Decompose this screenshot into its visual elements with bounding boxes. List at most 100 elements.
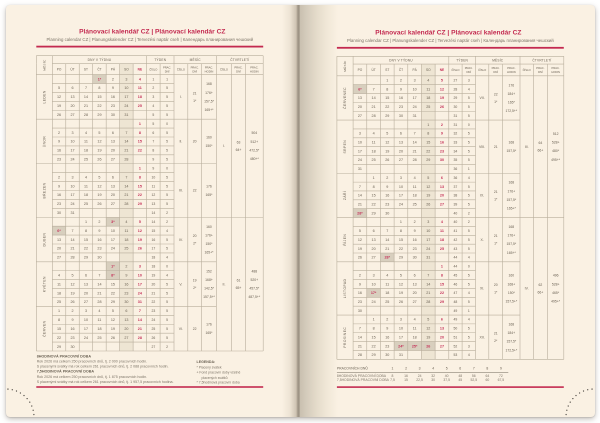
svg-text:50: 50 (454, 327, 458, 331)
svg-text:18: 18 (57, 291, 61, 295)
svg-text:DNÍ: DNÍ (236, 69, 241, 73)
svg-text:DNÍ: DNÍ (493, 70, 498, 74)
svg-text:18: 18 (97, 327, 101, 331)
svg-text:28: 28 (413, 158, 417, 162)
svg-text:1: 1 (166, 77, 168, 81)
svg-text:1*: 1* (494, 242, 498, 246)
svg-text:4: 4 (373, 132, 375, 136)
svg-text:4: 4 (152, 104, 154, 108)
svg-text:17: 17 (70, 149, 74, 153)
svg-text:22: 22 (138, 149, 142, 153)
svg-text:ČTVRTLETÍ: ČTVRTLETÍ (532, 57, 551, 62)
svg-text:23: 23 (111, 104, 115, 108)
svg-text:157,5*: 157,5* (506, 198, 516, 202)
svg-text:5: 5 (166, 149, 168, 153)
svg-text:487,5+*: 487,5+* (248, 295, 260, 299)
svg-text:3: 3 (373, 273, 375, 277)
svg-text:4: 4 (414, 176, 416, 180)
svg-text:5: 5 (166, 238, 168, 242)
svg-text:1*: 1* (111, 265, 115, 269)
svg-text:1*: 1* (98, 77, 102, 81)
svg-text:6: 6 (85, 273, 87, 277)
svg-text:26: 26 (97, 158, 101, 162)
svg-text:5: 5 (468, 273, 470, 277)
svg-text:14: 14 (97, 282, 101, 286)
svg-text:5: 5 (166, 318, 168, 322)
svg-text:30: 30 (57, 211, 61, 215)
svg-text:16: 16 (399, 96, 403, 100)
svg-text:28: 28 (454, 87, 458, 91)
svg-text:ŘÍJEN: ŘÍJEN (342, 234, 347, 246)
svg-text:157,5*: 157,5* (204, 99, 214, 103)
svg-text:165*: 165* (206, 331, 214, 335)
svg-text:32: 32 (431, 374, 435, 378)
svg-text:ZÁŘÍ: ZÁŘÍ (342, 191, 347, 200)
svg-text:III.: III. (179, 189, 183, 193)
svg-text:X.: X. (480, 238, 483, 242)
svg-text:172,5+*: 172,5+* (505, 109, 517, 113)
svg-text:5: 5 (166, 336, 168, 340)
svg-text:5: 5 (139, 220, 141, 224)
svg-text:168: 168 (509, 141, 515, 145)
svg-text:27: 27 (57, 256, 61, 260)
svg-text:12: 12 (97, 140, 101, 144)
svg-text:5: 5 (468, 238, 470, 242)
svg-text:DNÍ: DNÍ (466, 70, 471, 74)
svg-text:1*: 1* (494, 100, 498, 104)
svg-text:12: 12 (151, 193, 155, 197)
svg-text:1: 1 (468, 309, 470, 313)
svg-text:23: 23 (57, 158, 61, 162)
svg-text:Planning calendar CZ | Planung: Planning calendar CZ | Planungskalender … (46, 37, 253, 42)
svg-text:15: 15 (372, 335, 376, 339)
svg-text:48: 48 (454, 300, 458, 304)
svg-text:26: 26 (151, 336, 155, 340)
svg-text:MĚSÍC: MĚSÍC (190, 57, 202, 62)
svg-text:21: 21 (494, 190, 498, 194)
svg-text:2: 2 (468, 211, 470, 215)
svg-text:62: 62 (539, 283, 543, 287)
svg-text:24: 24 (418, 374, 422, 378)
svg-text:176: 176 (206, 184, 212, 188)
svg-text:S placenými svátky má rok celk: S placenými svátky má rok celkem 261 pra… (37, 380, 174, 384)
svg-text:11: 11 (152, 184, 156, 188)
svg-text:5: 5 (166, 202, 168, 206)
svg-text:+ Fond pracovní doby včetně: + Fond pracovní doby včetně (197, 371, 241, 375)
svg-text:23: 23 (97, 247, 101, 251)
svg-text:PRAC.: PRAC. (536, 66, 544, 70)
svg-text:4: 4 (166, 273, 168, 277)
svg-text:24: 24 (426, 247, 430, 251)
svg-text:150*: 150* (206, 242, 214, 246)
svg-text:6*: 6* (57, 229, 61, 233)
svg-text:17: 17 (399, 335, 403, 339)
svg-text:ČT: ČT (97, 66, 101, 71)
svg-text:3: 3 (400, 176, 402, 180)
svg-text:49: 49 (454, 318, 458, 322)
svg-text:5: 5 (166, 291, 168, 295)
svg-text:22: 22 (193, 189, 197, 193)
svg-text:21: 21 (494, 145, 498, 149)
svg-text:MĚSÍC: MĚSÍC (492, 57, 504, 62)
svg-text:12: 12 (57, 95, 61, 99)
svg-text:26: 26 (440, 105, 444, 109)
svg-text:ÚT: ÚT (371, 67, 375, 72)
svg-text:528+: 528+ (552, 282, 560, 286)
svg-text:3: 3 (152, 95, 154, 99)
svg-text:4: 4 (125, 220, 127, 224)
svg-text:25: 25 (84, 202, 88, 206)
svg-text:31: 31 (454, 123, 458, 127)
svg-text:184+: 184+ (508, 331, 516, 335)
svg-text:10: 10 (399, 327, 403, 331)
svg-text:16: 16 (358, 291, 362, 295)
svg-text:21: 21 (70, 247, 74, 251)
svg-text:488: 488 (251, 269, 257, 273)
svg-text:64: 64 (539, 141, 543, 145)
svg-text:142,5*: 142,5* (204, 287, 214, 291)
svg-text:14: 14 (372, 96, 376, 100)
svg-text:25: 25 (385, 300, 389, 304)
svg-text:4: 4 (139, 77, 142, 81)
svg-text:1: 1 (386, 78, 388, 82)
svg-text:12: 12 (97, 184, 101, 188)
svg-text:3: 3 (419, 367, 421, 371)
svg-text:27: 27 (111, 158, 115, 162)
svg-text:53: 53 (454, 353, 458, 357)
